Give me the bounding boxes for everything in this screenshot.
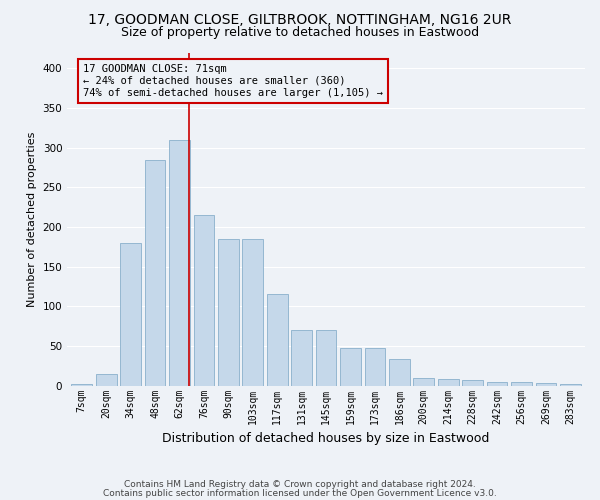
Bar — [365, 348, 385, 386]
Bar — [291, 330, 312, 386]
Text: 17 GOODMAN CLOSE: 71sqm
← 24% of detached houses are smaller (360)
74% of semi-d: 17 GOODMAN CLOSE: 71sqm ← 24% of detache… — [83, 64, 383, 98]
Bar — [194, 215, 214, 386]
Bar — [487, 382, 508, 386]
Bar — [169, 140, 190, 386]
X-axis label: Distribution of detached houses by size in Eastwood: Distribution of detached houses by size … — [163, 432, 490, 445]
Text: Contains HM Land Registry data © Crown copyright and database right 2024.: Contains HM Land Registry data © Crown c… — [124, 480, 476, 489]
Bar — [438, 380, 458, 386]
Bar — [389, 360, 410, 386]
Bar — [536, 384, 556, 386]
Text: 17, GOODMAN CLOSE, GILTBROOK, NOTTINGHAM, NG16 2UR: 17, GOODMAN CLOSE, GILTBROOK, NOTTINGHAM… — [88, 12, 512, 26]
Bar — [242, 239, 263, 386]
Y-axis label: Number of detached properties: Number of detached properties — [27, 132, 37, 307]
Bar — [71, 384, 92, 386]
Bar — [120, 243, 141, 386]
Bar — [316, 330, 337, 386]
Bar — [145, 160, 166, 386]
Bar — [218, 239, 239, 386]
Bar — [340, 348, 361, 386]
Bar — [560, 384, 581, 386]
Bar — [267, 294, 287, 386]
Bar — [511, 382, 532, 386]
Bar — [96, 374, 116, 386]
Text: Contains public sector information licensed under the Open Government Licence v3: Contains public sector information licen… — [103, 489, 497, 498]
Bar — [413, 378, 434, 386]
Text: Size of property relative to detached houses in Eastwood: Size of property relative to detached ho… — [121, 26, 479, 39]
Bar — [462, 380, 483, 386]
